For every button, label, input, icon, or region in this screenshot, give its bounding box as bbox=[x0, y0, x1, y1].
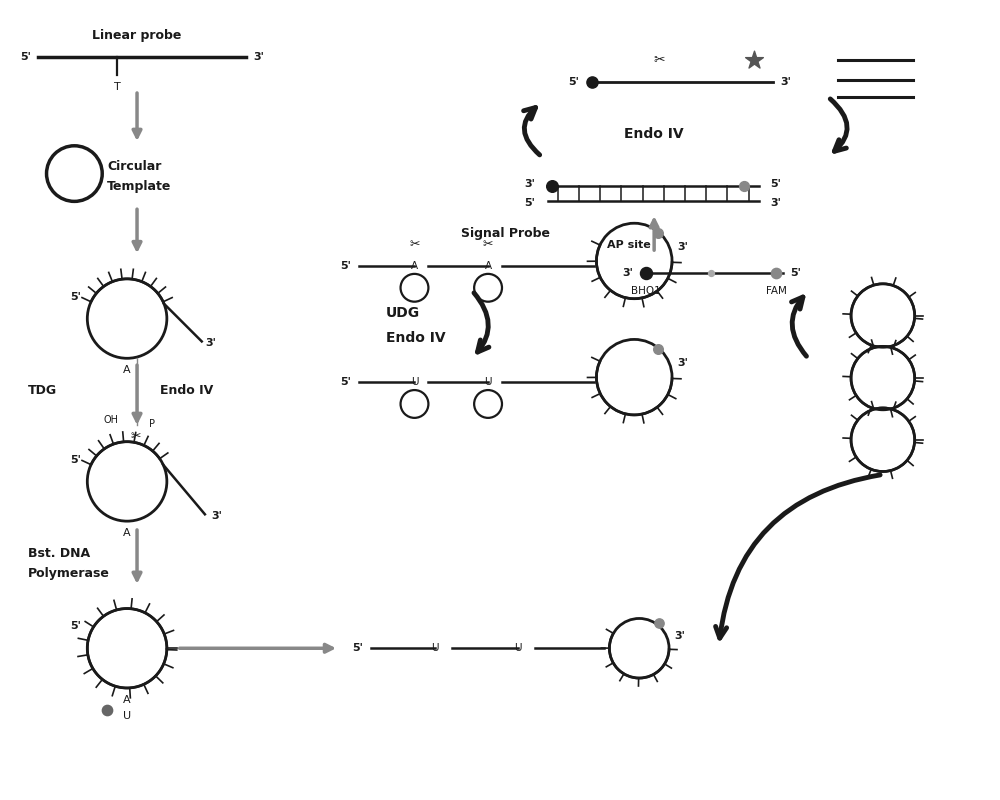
Text: A: A bbox=[123, 695, 131, 705]
Point bbox=[650, 343, 666, 356]
Circle shape bbox=[609, 618, 669, 678]
Text: 5': 5' bbox=[20, 52, 31, 62]
Text: UDG: UDG bbox=[386, 306, 420, 320]
Text: Signal Probe: Signal Probe bbox=[461, 226, 550, 240]
Point bbox=[768, 266, 784, 279]
Text: BHQ1: BHQ1 bbox=[631, 286, 661, 296]
Text: 3': 3' bbox=[622, 268, 633, 278]
Text: 3': 3' bbox=[770, 198, 781, 208]
Text: A: A bbox=[123, 366, 131, 375]
Text: P: P bbox=[149, 419, 155, 429]
Text: ✂: ✂ bbox=[483, 238, 493, 250]
Text: U: U bbox=[411, 377, 418, 387]
Circle shape bbox=[47, 146, 102, 202]
Text: U: U bbox=[514, 643, 522, 654]
FancyArrowPatch shape bbox=[474, 293, 489, 352]
Text: 3': 3' bbox=[677, 358, 688, 368]
Text: 3': 3' bbox=[524, 178, 535, 189]
Text: ✂: ✂ bbox=[130, 430, 141, 443]
Text: 5': 5' bbox=[70, 622, 81, 631]
Text: 5': 5' bbox=[340, 377, 351, 387]
Text: TDG: TDG bbox=[28, 383, 57, 397]
Circle shape bbox=[596, 223, 672, 298]
Text: Endo IV: Endo IV bbox=[160, 383, 213, 397]
Text: A: A bbox=[123, 528, 131, 538]
Text: T: T bbox=[114, 82, 121, 92]
Text: 3': 3' bbox=[677, 242, 688, 252]
Text: 5': 5' bbox=[524, 198, 535, 208]
Text: 5': 5' bbox=[790, 268, 801, 278]
Point bbox=[650, 226, 666, 239]
Text: 5': 5' bbox=[340, 261, 351, 271]
Text: 3': 3' bbox=[674, 631, 685, 642]
FancyArrowPatch shape bbox=[792, 297, 806, 356]
Circle shape bbox=[851, 346, 915, 410]
Text: AP site: AP site bbox=[607, 240, 651, 250]
FancyArrowPatch shape bbox=[830, 99, 847, 151]
Circle shape bbox=[401, 274, 428, 302]
Circle shape bbox=[474, 390, 502, 418]
Text: Endo IV: Endo IV bbox=[386, 331, 445, 346]
Text: U: U bbox=[123, 710, 131, 721]
Circle shape bbox=[851, 284, 915, 347]
Text: A: A bbox=[485, 261, 492, 271]
Point bbox=[703, 266, 719, 279]
Text: 3': 3' bbox=[780, 78, 791, 87]
Circle shape bbox=[401, 390, 428, 418]
Point bbox=[584, 76, 600, 89]
FancyArrowPatch shape bbox=[524, 107, 540, 155]
Text: Template: Template bbox=[107, 180, 172, 193]
Text: ✂: ✂ bbox=[653, 54, 665, 67]
Text: 5': 5' bbox=[352, 643, 363, 654]
Text: A: A bbox=[411, 261, 418, 271]
Text: U: U bbox=[432, 643, 439, 654]
Point bbox=[746, 54, 762, 66]
Point bbox=[99, 703, 115, 716]
Text: FAM: FAM bbox=[766, 286, 787, 296]
Text: 3': 3' bbox=[206, 338, 217, 349]
Circle shape bbox=[87, 442, 167, 521]
Text: Linear probe: Linear probe bbox=[92, 29, 182, 42]
Text: 5': 5' bbox=[70, 292, 81, 302]
Circle shape bbox=[596, 339, 672, 415]
Text: 5': 5' bbox=[70, 454, 81, 465]
Circle shape bbox=[87, 609, 167, 688]
Text: 5': 5' bbox=[569, 78, 580, 87]
Text: Endo IV: Endo IV bbox=[624, 127, 684, 141]
Text: 3': 3' bbox=[253, 52, 264, 62]
Circle shape bbox=[851, 408, 915, 471]
Text: OH: OH bbox=[104, 415, 119, 425]
Circle shape bbox=[474, 274, 502, 302]
Text: U: U bbox=[484, 377, 492, 387]
Text: Polymerase: Polymerase bbox=[28, 567, 110, 580]
Text: 5': 5' bbox=[770, 178, 781, 189]
Text: Circular: Circular bbox=[107, 160, 162, 173]
Point bbox=[638, 266, 654, 279]
Point bbox=[544, 179, 560, 192]
Circle shape bbox=[87, 279, 167, 358]
Text: ✂: ✂ bbox=[409, 238, 420, 250]
Point bbox=[736, 179, 752, 192]
Point bbox=[651, 617, 667, 630]
FancyArrowPatch shape bbox=[716, 475, 880, 638]
Text: 3': 3' bbox=[211, 511, 222, 522]
Text: Bst. DNA: Bst. DNA bbox=[28, 547, 90, 561]
